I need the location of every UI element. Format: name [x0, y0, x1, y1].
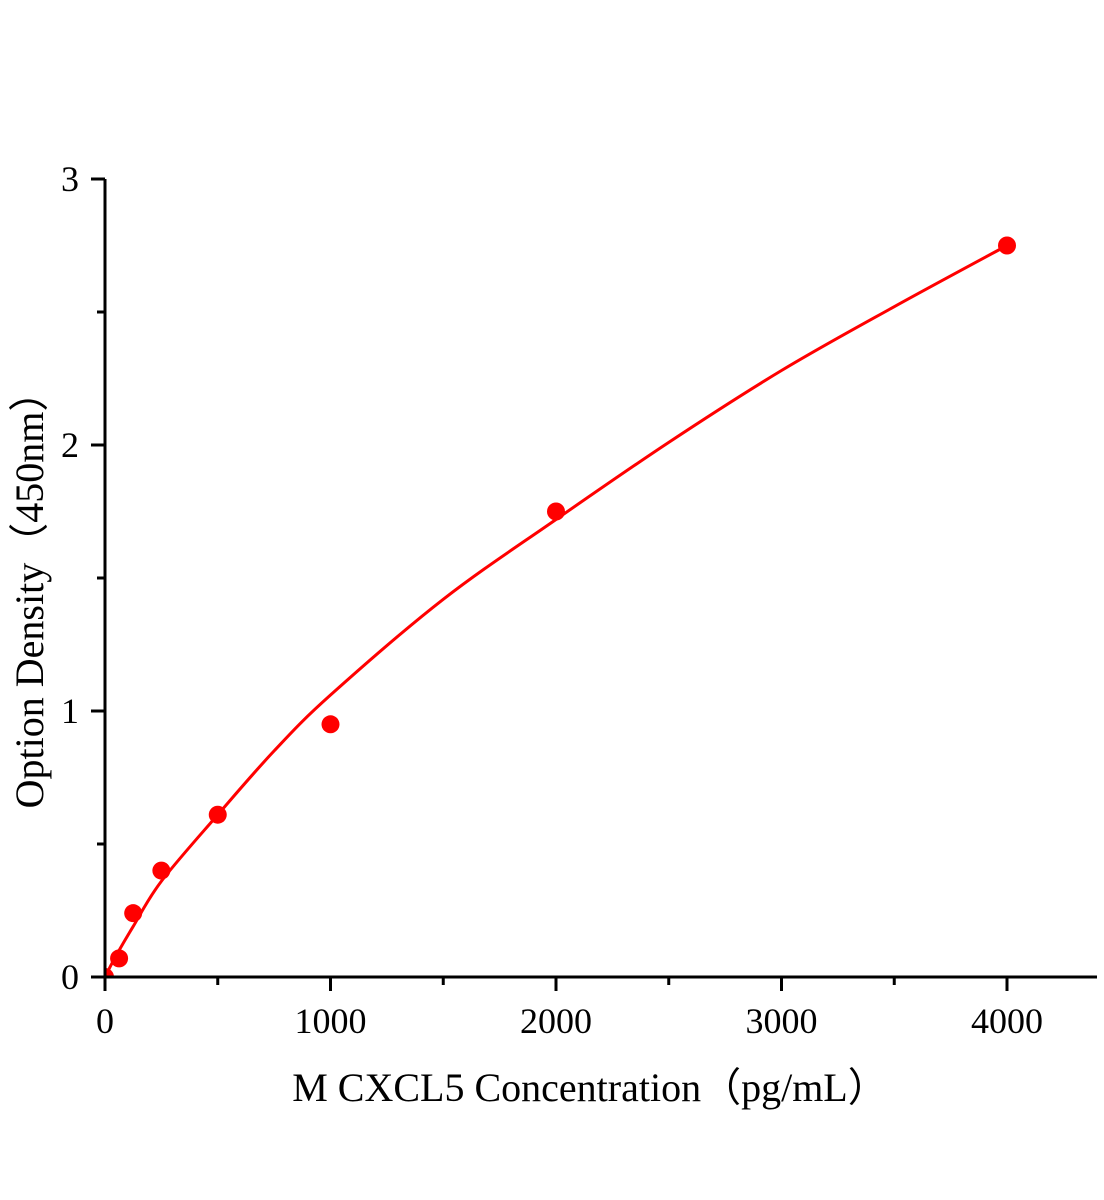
- data-point: [110, 949, 129, 968]
- x-tick-label: 3000: [746, 1001, 818, 1041]
- y-axis: 0 1 2 3: [61, 159, 107, 997]
- data-point: [998, 236, 1016, 255]
- x-tick-label: 2000: [520, 1001, 592, 1041]
- data-point: [208, 805, 227, 824]
- data-point: [124, 904, 143, 923]
- x-axis-label: M CXCL5 Concentration（pg/mL）: [292, 1065, 888, 1110]
- x-tick-label: 4000: [971, 1001, 1043, 1041]
- y-axis-label: Option Density（450nm）: [7, 372, 52, 809]
- y-tick-label: 3: [61, 159, 79, 199]
- data-point: [547, 502, 565, 521]
- data-point: [152, 861, 171, 880]
- x-tick-label: 1000: [295, 1001, 367, 1041]
- y-tick-label: 1: [61, 691, 79, 731]
- plot-content: [105, 236, 1016, 977]
- y-tick-label: 0: [61, 957, 79, 997]
- y-tick-label: 2: [61, 425, 79, 465]
- x-axis: 0 1000 2000 3000 4000: [96, 975, 1097, 1041]
- x-tick-label: 0: [96, 1001, 114, 1041]
- fit-curve-line: [105, 244, 1008, 977]
- plot-area: [105, 236, 1016, 977]
- data-point: [321, 715, 340, 734]
- data-point: [105, 968, 114, 977]
